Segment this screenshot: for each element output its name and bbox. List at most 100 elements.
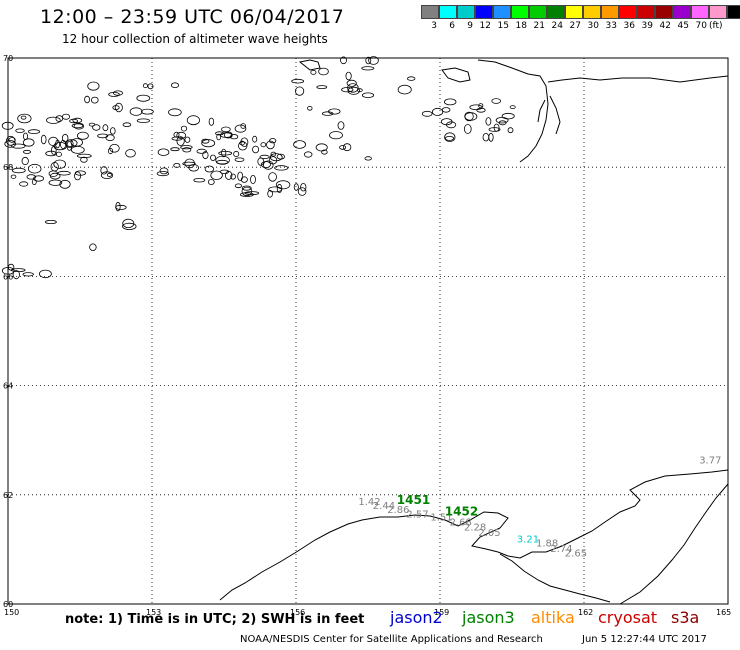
lake-outline	[40, 134, 47, 145]
lake-outline	[268, 186, 283, 193]
lake-outline	[267, 190, 273, 198]
scale-tick-label: 39	[641, 21, 653, 31]
lake-outline	[53, 159, 66, 169]
lake-outline	[463, 124, 472, 134]
lake-outline	[342, 143, 352, 152]
lake-outline	[87, 81, 100, 91]
lake-outline	[170, 147, 180, 152]
swh-reading: 1.42	[358, 497, 380, 508]
coastline-segment	[441, 67, 471, 83]
lake-outline	[157, 148, 170, 156]
lake-outline	[173, 131, 180, 138]
scale-tick-label: 30	[587, 21, 599, 31]
lake-outline	[147, 83, 154, 90]
lake-outline	[328, 108, 341, 115]
scale-swatch	[583, 5, 601, 19]
scale-tick-label: 15	[497, 21, 509, 31]
lake-outline	[80, 156, 88, 163]
lake-outline	[57, 170, 71, 176]
lake-outline	[356, 88, 363, 93]
lake-outline	[337, 121, 345, 130]
lake-outline	[186, 115, 200, 126]
lake-outline	[31, 178, 37, 185]
swh-reading: 2.74	[550, 544, 572, 555]
lake-outline	[257, 157, 265, 166]
lake-outline	[22, 138, 35, 147]
lake-outline	[219, 169, 230, 174]
lake-outline	[215, 159, 229, 165]
lake-outline	[421, 110, 433, 117]
lake-outline	[113, 90, 124, 96]
lake-outline	[346, 79, 357, 87]
lake-outline	[224, 170, 233, 180]
lake-outline	[260, 142, 267, 148]
scale-tick-label: 6	[449, 21, 455, 31]
lake-outline	[444, 132, 456, 143]
lake-outline	[444, 135, 455, 141]
lake-outline	[107, 147, 114, 155]
lake-outline	[100, 166, 108, 175]
lon-tick-label: 150	[4, 608, 19, 617]
lake-outline	[307, 106, 313, 111]
coastline-segment	[549, 95, 561, 135]
scale-swatch	[619, 5, 637, 19]
track-id-label: 1452	[445, 505, 478, 519]
lake-outline	[89, 243, 97, 251]
wave-height-readings: 1.422.442.862.57 1.512.682.282.05 3.211.88…	[358, 456, 721, 560]
coastline-segment	[537, 99, 546, 123]
lake-outline	[341, 87, 354, 93]
lake-outline	[59, 179, 71, 189]
lake-outline	[291, 78, 305, 84]
lake-outline	[230, 173, 236, 180]
lake-outline	[252, 145, 260, 154]
lake-outline	[294, 86, 305, 96]
lake-outline	[441, 107, 451, 113]
lake-outline	[268, 172, 277, 182]
lake-outline	[49, 172, 61, 180]
coastline	[1, 56, 729, 605]
lake-outline	[11, 167, 26, 174]
scale-swatch	[421, 5, 439, 19]
lake-outline	[368, 56, 379, 65]
scale-swatch	[727, 5, 740, 19]
lake-outline	[115, 201, 121, 212]
scale-swatch	[565, 5, 583, 19]
lake-outline	[140, 108, 154, 115]
lake-outline	[274, 165, 289, 171]
lake-outline	[464, 112, 478, 121]
lon-tick-label: 156	[290, 608, 305, 617]
scale-swatch	[475, 5, 493, 19]
lake-outline	[125, 149, 136, 158]
lake-outline	[45, 219, 57, 224]
lake-outline	[293, 183, 299, 191]
lake-outline	[72, 117, 83, 124]
scale-swatch	[439, 5, 457, 19]
lake-outline	[237, 141, 248, 151]
lake-outline	[45, 150, 57, 157]
lake-outline	[345, 71, 352, 81]
lake-outline	[488, 132, 494, 142]
map-frame	[7, 57, 729, 605]
lake-outline	[77, 131, 89, 140]
lake-outline	[62, 113, 71, 120]
lake-outline	[201, 138, 210, 144]
lake-outline	[509, 105, 516, 109]
page-title: 12:00 – 23:59 UTC 06/04/2017	[40, 6, 345, 28]
lake-outline	[159, 167, 169, 175]
scale-swatch	[691, 5, 709, 19]
lake-outline	[310, 70, 317, 75]
scale-tick-label: 21	[533, 21, 545, 31]
scale-tick-label: 27	[569, 21, 581, 31]
swh-reading: 2.65	[565, 549, 587, 560]
satellite-legend-item: cryosat	[598, 608, 658, 627]
lake-outline	[112, 105, 120, 110]
lake-outline	[252, 135, 258, 143]
lake-outline	[215, 131, 224, 136]
swh-reading: 3.77	[699, 456, 721, 467]
scale-tick-label: 18	[515, 21, 527, 31]
lake-outline	[22, 149, 31, 154]
scale-tick-label: 70	[695, 21, 707, 31]
lake-outline	[182, 147, 192, 153]
lake-outline	[22, 272, 34, 277]
lon-tick-label: 153	[146, 608, 161, 617]
